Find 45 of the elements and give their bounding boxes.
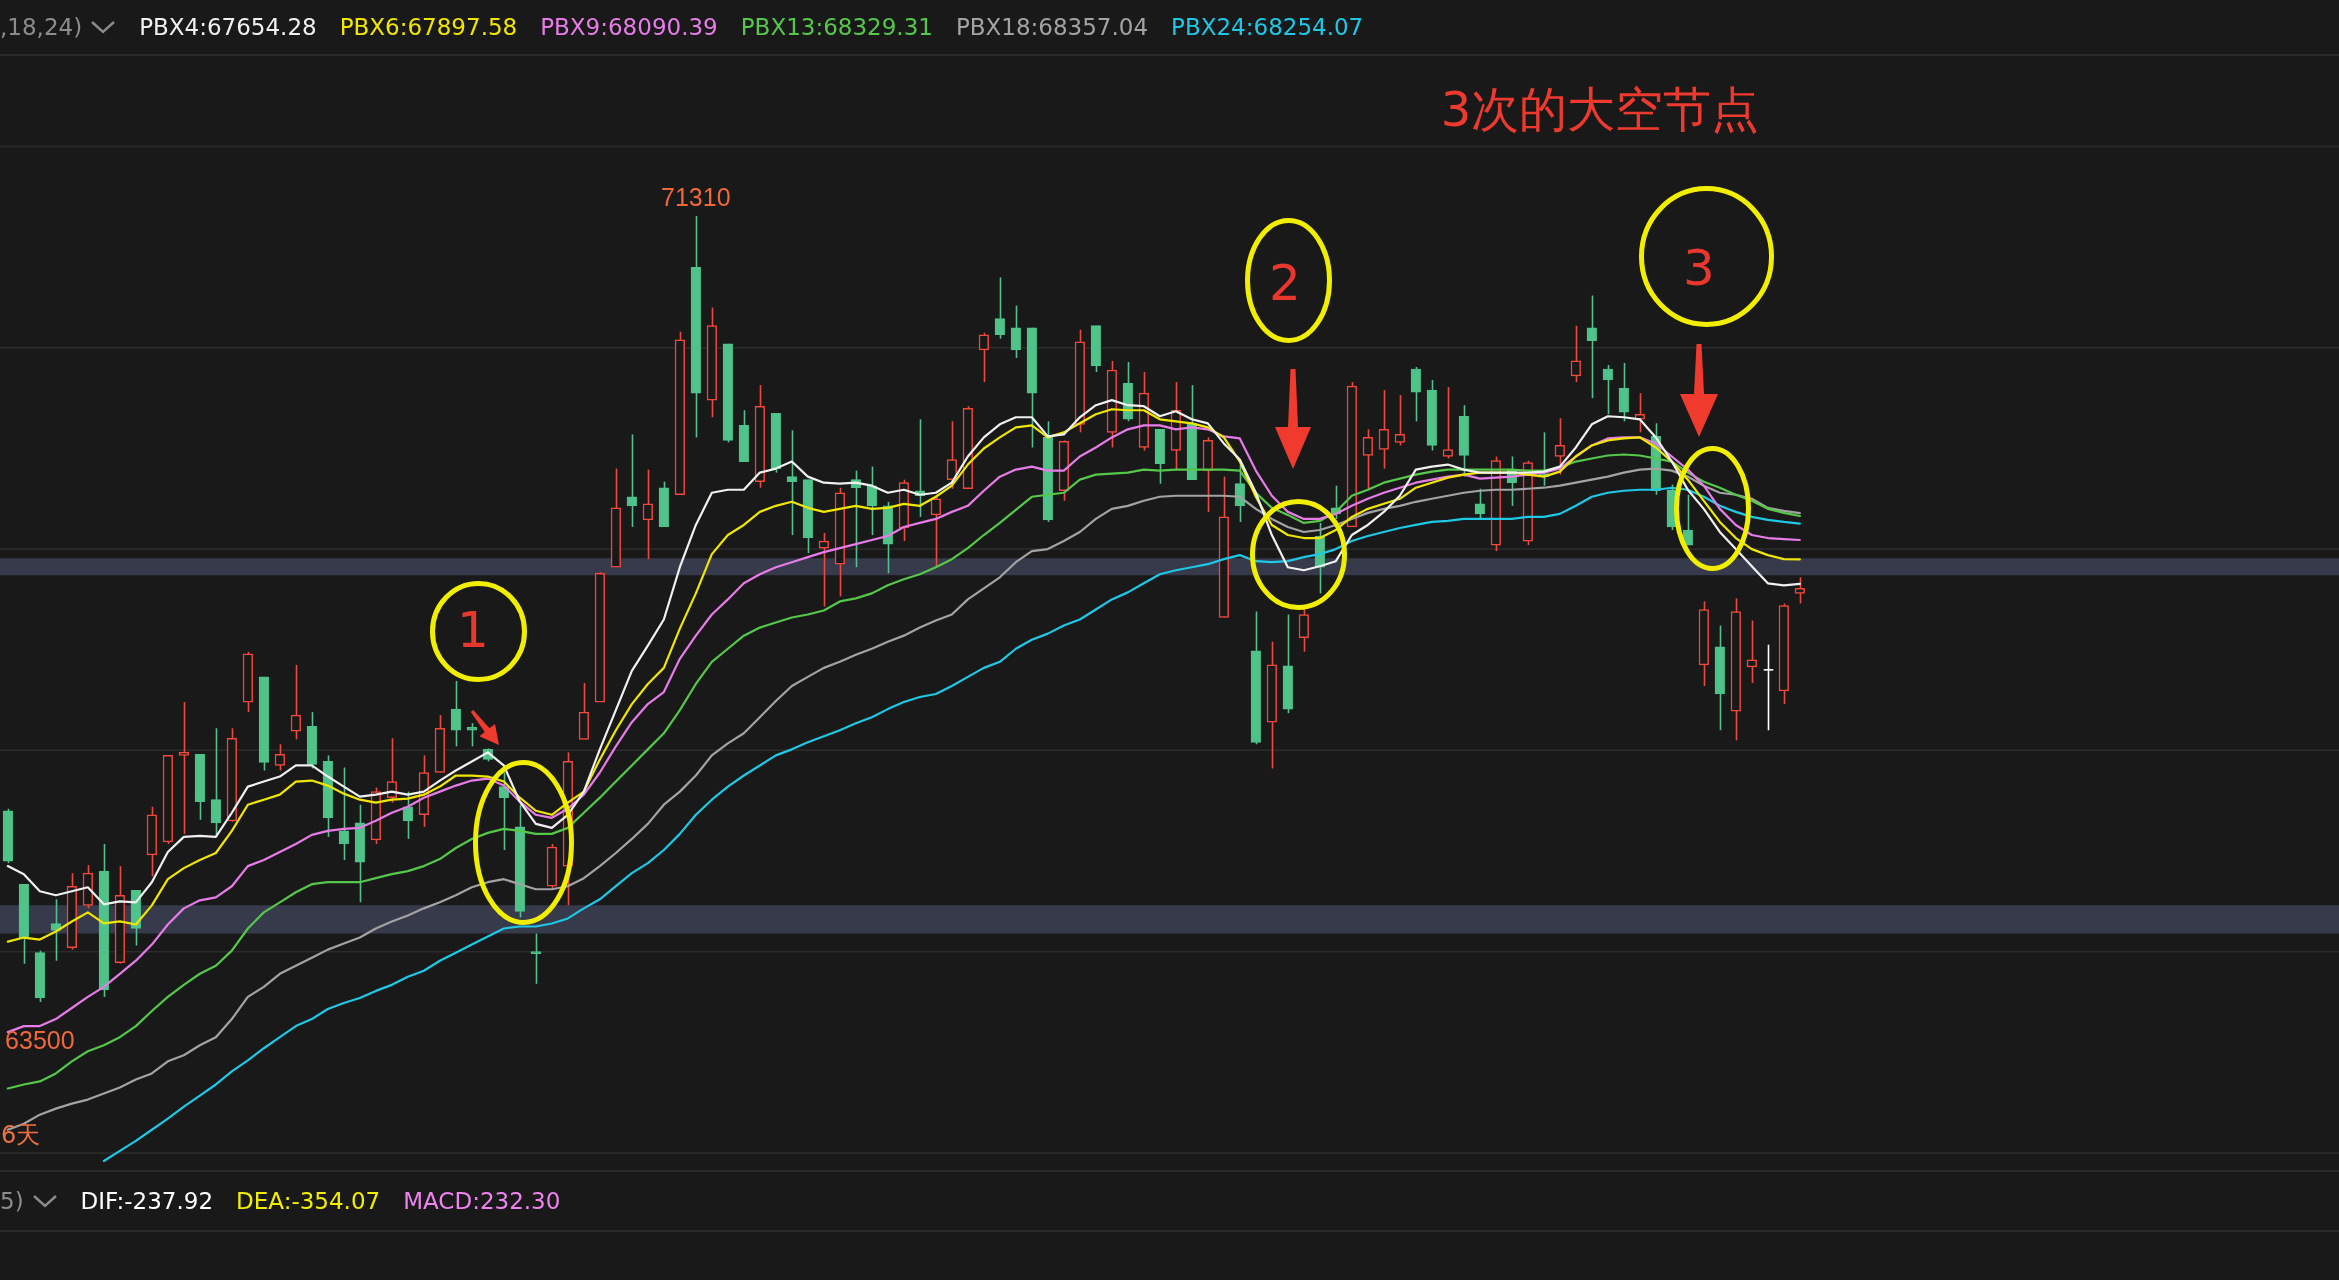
- candlestick: [866, 465, 877, 536]
- candlestick: [642, 468, 653, 560]
- candlestick: [1410, 366, 1421, 423]
- candlestick: [1378, 389, 1389, 470]
- candlestick: [466, 722, 477, 748]
- text: ,18,24): [0, 14, 83, 40]
- candlestick: [1570, 324, 1581, 383]
- candlestick: [1474, 487, 1485, 520]
- candlestick: [994, 276, 1005, 340]
- candlestick: [1362, 428, 1373, 490]
- candlestick: [402, 790, 413, 840]
- candlestick: [946, 420, 957, 490]
- annotation: 6天: [1, 1121, 41, 1150]
- text: DEA:-354.07: [236, 1188, 381, 1214]
- text: PBX24:68254.07: [1171, 14, 1364, 40]
- text: PBX6:67897.58: [339, 14, 518, 40]
- candlestick: [1682, 493, 1693, 546]
- candlestick: [626, 433, 637, 528]
- text: PBX9:68090.39: [540, 14, 718, 40]
- annotation: 3: [1683, 238, 1715, 297]
- candlestick: [1602, 364, 1613, 416]
- annotation: 2: [1269, 253, 1301, 312]
- candlestick: [338, 766, 349, 861]
- text: PBX18:68357.04: [955, 14, 1149, 40]
- annotation: 71310: [661, 183, 731, 212]
- candlestick: [1746, 619, 1757, 684]
- text: PBX4:67654.28: [139, 14, 317, 40]
- text: 3次的大空节点: [1440, 81, 1760, 138]
- candlestick: [1634, 392, 1645, 434]
- text: MACD:232.30: [403, 1188, 561, 1214]
- annotation: 63500: [5, 1026, 75, 1055]
- text: PBX13:68329.31: [740, 14, 933, 40]
- text: DIF:-237.92: [80, 1188, 214, 1214]
- text: 5): [0, 1188, 24, 1214]
- candlestick: [1010, 304, 1021, 359]
- candlestick: [978, 331, 989, 383]
- annotation: 1: [457, 600, 489, 659]
- candlestick: [1762, 643, 1775, 732]
- candlestick: [1586, 294, 1597, 399]
- candlestick: [290, 664, 301, 741]
- candlestick: [450, 680, 461, 748]
- candlestick: [786, 429, 797, 536]
- candlestick: [1618, 362, 1629, 423]
- candlestick: [530, 932, 541, 985]
- candlestick: [818, 532, 829, 608]
